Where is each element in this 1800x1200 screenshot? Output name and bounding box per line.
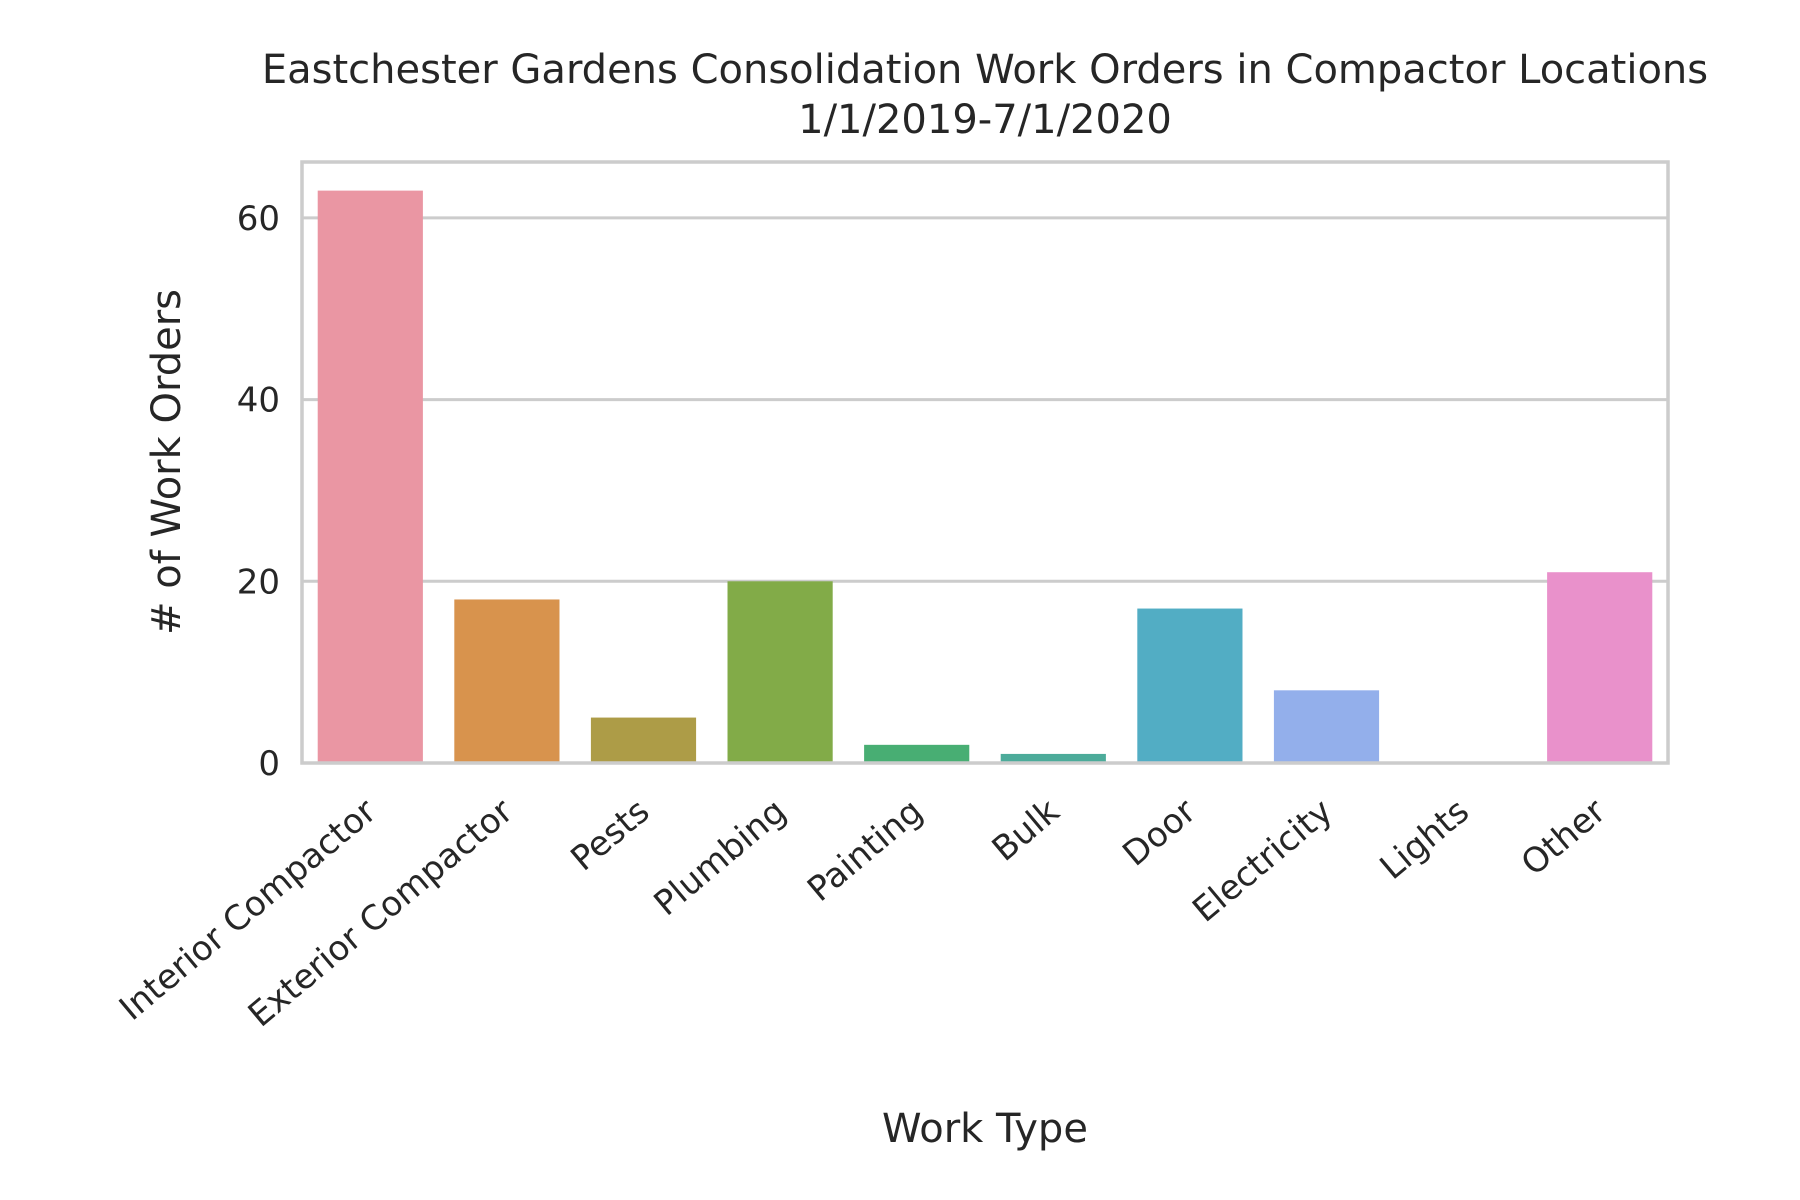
bar — [1547, 572, 1653, 763]
plot-frame — [300, 160, 1670, 765]
chart-title-line2: 1/1/2019-7/1/2020 — [798, 97, 1172, 143]
bar — [1273, 690, 1380, 763]
bar — [317, 190, 423, 764]
bar — [864, 744, 970, 763]
x-tick-label: Electricity — [1185, 791, 1340, 930]
bar — [590, 717, 697, 763]
y-tick-label: 20 — [237, 562, 280, 602]
x-axis-label: Work Type — [882, 1106, 1088, 1152]
bar — [1137, 608, 1243, 763]
x-tick-label: Interior Compactor — [112, 791, 384, 1028]
x-tick-label: Exterior Compactor — [241, 791, 521, 1035]
x-tick-label: Other — [1514, 791, 1614, 884]
x-tick-label: Painting — [800, 791, 930, 910]
y-tick-label: 60 — [237, 199, 280, 239]
y-tick-label: 40 — [237, 381, 280, 421]
x-tick-label: Bulk — [985, 791, 1068, 869]
bar — [454, 599, 560, 763]
bar — [727, 581, 833, 763]
y-tick-label: 0 — [258, 744, 280, 784]
x-tick-label: Door — [1115, 791, 1203, 874]
bar — [1000, 753, 1106, 763]
chart-title-line1: Eastchester Gardens Consolidation Work O… — [262, 47, 1708, 93]
x-tick-label: Lights — [1373, 791, 1477, 888]
x-tick-label: Plumbing — [647, 791, 794, 924]
y-tick-labels: 0 20 40 60 — [237, 199, 280, 784]
bars — [317, 190, 1653, 764]
x-tick-label: Pests — [563, 791, 657, 879]
y-axis-label: # of Work Orders — [144, 289, 190, 635]
